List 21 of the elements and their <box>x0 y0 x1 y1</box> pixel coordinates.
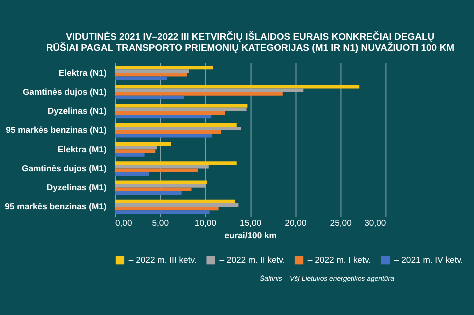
y-tick-label: Elektra (N1) <box>58 68 107 78</box>
x-tick-label: 0,00 <box>115 218 132 228</box>
y-tick-label: Elektra (M1) <box>58 144 107 154</box>
x-tick-label: 30,00 <box>364 218 386 228</box>
legend-label: – 2022 m. III ketv. <box>128 254 197 265</box>
y-tick-label: Dyzelinas (N1) <box>48 106 107 116</box>
legend-label: – 2021 m. IV ketv. <box>394 254 464 265</box>
legend-label: – 2022 m. I ketv. <box>308 254 372 265</box>
x-tick-label: 10,00 <box>194 218 217 228</box>
x-tick-label: 15,00 <box>240 218 262 228</box>
x-tick-label: 5,00 <box>152 218 170 228</box>
legend-label: – 2022 m. II ketv. <box>220 254 286 265</box>
y-tick-label: Gamtinės dujos (M1) <box>22 163 107 174</box>
y-tick-label: 95 markės benzinas (N1) <box>6 125 107 136</box>
y-tick-label: Dyzelinas (M1) <box>46 182 107 193</box>
y-tick-label: Gamtinės dujos (N1) <box>22 86 107 97</box>
x-tick-label: 20,00 <box>285 218 307 228</box>
x-axis-title: eurai/100 km <box>224 230 278 240</box>
x-tick-label: 25,00 <box>330 218 352 228</box>
chart-title: VIDUTINĖS 2021 IV–2022 III KETVIRČIŲ IŠLAIDOS EURAIS KONKREČIAI DEGALŲ RŪŠIAI PAGAL TRANSPORTO PRIEMONIŲ KATEGORIJAS (M1 IR N1) NUVAŽIUOTI 100 KM <box>46 30 455 54</box>
y-tick-label: 95 markės benzinas (M1) <box>5 202 107 212</box>
